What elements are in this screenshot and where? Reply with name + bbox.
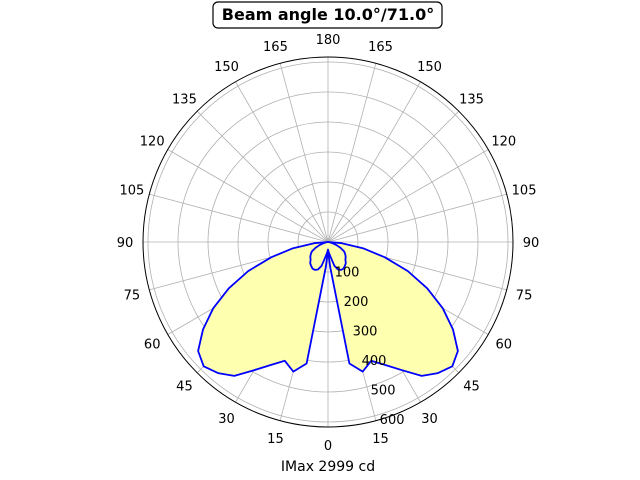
radial-tick-label: 300 xyxy=(353,324,378,339)
angle-tick-label: 60 xyxy=(144,338,161,353)
grid-spoke xyxy=(327,81,421,243)
angle-tick-label: 165 xyxy=(368,40,393,55)
title-text: Beam angle 10.0°/71.0° xyxy=(222,5,434,24)
angle-tick-label: 120 xyxy=(491,135,516,150)
grid-spoke xyxy=(279,63,329,243)
angle-tick-label: 120 xyxy=(140,135,165,150)
x-axis-label: IMax 2999 cd xyxy=(281,459,375,475)
angle-tick-label: 135 xyxy=(172,92,197,107)
angle-tick-labels: 0 15 30 45 60 75 90 105 120 135 150 165 180 165 150 135… xyxy=(117,33,540,454)
angle-tick-label: 150 xyxy=(417,60,442,75)
radial-tick-label: 600 xyxy=(380,413,405,428)
intensity-curve xyxy=(197,241,459,377)
angle-tick-label: 45 xyxy=(176,380,193,395)
angle-tick-label: 0 xyxy=(324,439,332,454)
angle-tick-label: 165 xyxy=(263,40,288,55)
angle-tick-label: 90 xyxy=(523,236,540,251)
chart-title: Beam angle 10.0°/71.0° xyxy=(212,1,443,29)
grid-spoke xyxy=(235,81,329,243)
outer-frame xyxy=(142,56,514,428)
grid-spoke xyxy=(327,149,489,243)
title-box xyxy=(212,1,443,29)
angle-tick-label: 75 xyxy=(124,289,141,304)
radial-tick-label: 200 xyxy=(344,295,369,310)
angle-tick-label: 75 xyxy=(516,289,533,304)
series-fill-1 xyxy=(310,242,346,270)
angle-tick-label: 105 xyxy=(512,183,537,198)
radial-tick-label: 500 xyxy=(371,383,396,398)
grid-spoke xyxy=(327,110,460,243)
radial-tick-labels: 100 200 300 400 500 600 xyxy=(335,265,405,427)
series-fill-0 xyxy=(198,242,458,376)
angle-tick-label: 90 xyxy=(117,236,134,251)
angle-tick-label: 15 xyxy=(372,432,389,447)
angle-tick-label: 60 xyxy=(496,338,513,353)
grid-spoke xyxy=(149,193,329,243)
radial-tick-label: 400 xyxy=(362,354,387,369)
angle-tick-label: 150 xyxy=(214,60,239,75)
angle-tick-label: 105 xyxy=(120,183,145,198)
angle-tick-label: 30 xyxy=(218,412,235,427)
grid-spoke xyxy=(327,193,507,243)
angle-tick-label: 15 xyxy=(267,432,284,447)
angle-tick-label: 30 xyxy=(421,412,438,427)
series-line-1 xyxy=(309,241,347,271)
grid-spoke xyxy=(327,63,377,243)
angle-tick-label: 180 xyxy=(316,33,341,48)
radial-tick-label: 100 xyxy=(335,265,360,280)
angle-tick-label: 135 xyxy=(459,92,484,107)
grid-spoke xyxy=(196,110,329,243)
grid-spoke xyxy=(167,149,329,243)
beam-fill-area xyxy=(198,242,458,376)
angle-tick-label: 45 xyxy=(463,380,480,395)
